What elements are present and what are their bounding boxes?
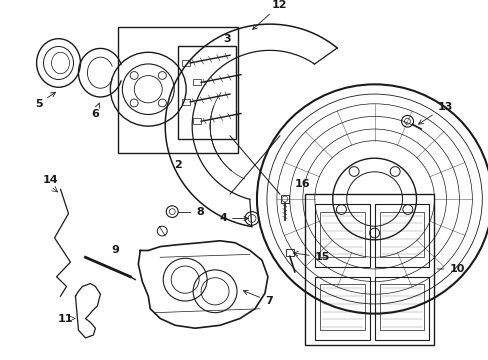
Bar	[285, 248, 293, 256]
Text: 14: 14	[42, 175, 58, 185]
Text: 12: 12	[252, 0, 287, 30]
Text: 7: 7	[243, 291, 272, 306]
Bar	[319, 284, 364, 330]
Bar	[314, 204, 369, 267]
Bar	[182, 99, 190, 105]
Bar	[374, 277, 428, 340]
Bar	[193, 80, 201, 85]
Bar	[182, 60, 190, 66]
Text: 11: 11	[58, 314, 73, 324]
Text: 16: 16	[294, 179, 310, 189]
Text: 8: 8	[196, 207, 203, 217]
Text: 13: 13	[418, 102, 452, 124]
Bar	[193, 118, 201, 124]
Text: 5: 5	[35, 92, 55, 109]
Bar	[374, 204, 428, 267]
Bar	[319, 212, 364, 257]
Text: 9: 9	[111, 246, 119, 256]
Bar	[379, 212, 424, 257]
Text: 3: 3	[223, 34, 230, 44]
Bar	[280, 195, 288, 203]
Text: 6: 6	[91, 103, 100, 118]
Text: 1: 1	[0, 359, 1, 360]
Text: 15: 15	[293, 251, 329, 262]
Text: 10: 10	[436, 264, 464, 274]
Text: 4: 4	[219, 213, 248, 224]
Bar	[314, 277, 369, 340]
Bar	[304, 194, 433, 345]
Bar	[178, 46, 236, 139]
Text: 2: 2	[174, 160, 182, 170]
Bar	[118, 27, 238, 153]
Bar	[379, 284, 424, 330]
